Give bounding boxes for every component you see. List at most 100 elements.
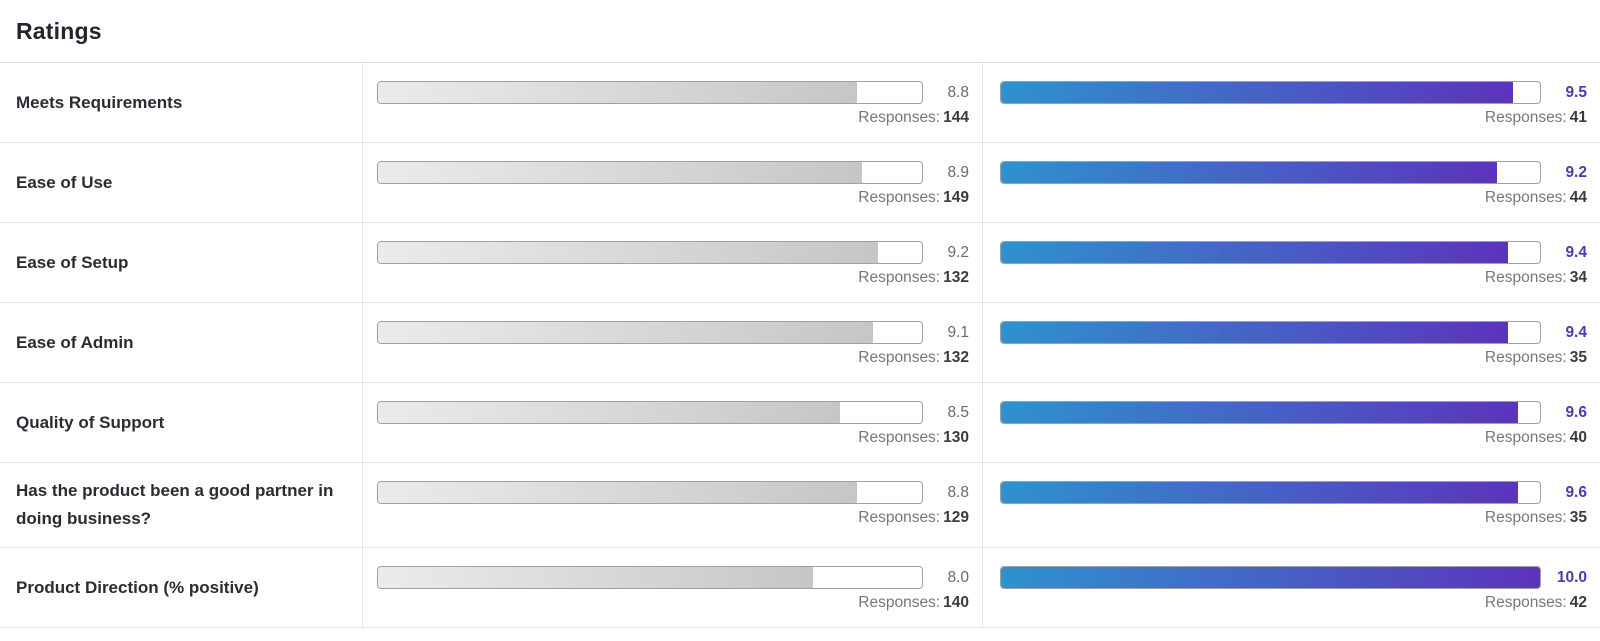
left-rating-value: 8.0 (947, 568, 969, 586)
ratings-header: Ratings (0, 0, 1600, 63)
left-bar-fill (378, 242, 879, 263)
rating-label-cell: Ease of Use (0, 143, 363, 222)
right-responses-count: 42 (1569, 594, 1587, 611)
right-responses: Responses: 44 (1484, 189, 1587, 206)
left-responses: Responses: 132 (858, 269, 969, 286)
left-bar-line: 9.1 (377, 321, 969, 344)
right-product-cell: 9.2 Responses: 44 (983, 143, 1600, 222)
left-bar-track (377, 241, 923, 264)
rating-label-cell: Ease of Setup (0, 223, 363, 302)
left-product-cell: 9.2 Responses: 132 (363, 223, 983, 302)
right-rating-value: 9.6 (1565, 483, 1587, 501)
left-responses: Responses: 149 (858, 189, 969, 206)
left-bar-fill (378, 162, 863, 183)
right-responses-count: 40 (1569, 429, 1587, 446)
right-responses: Responses: 42 (1484, 594, 1587, 611)
right-rating-value: 9.4 (1565, 243, 1587, 261)
rating-row: Ease of Setup 9.2 Responses: 132 9.4 Resp… (0, 223, 1600, 303)
right-responses-count: 41 (1569, 109, 1587, 126)
left-responses: Responses: 130 (858, 429, 969, 446)
left-responses-count: 130 (943, 429, 969, 446)
left-bar-fill (378, 322, 874, 343)
right-bar-line: 9.6 (1000, 401, 1587, 424)
rating-label: Product Direction (% positive) (16, 577, 259, 597)
left-bar-line: 8.0 (377, 566, 969, 589)
left-responses-count: 149 (943, 189, 969, 206)
right-bar-line: 9.5 (1000, 81, 1587, 104)
left-bar-track (377, 321, 923, 344)
left-bar-track (377, 401, 923, 424)
rating-row: Quality of Support 8.5 Responses: 130 9.6 (0, 383, 1600, 463)
rating-row: Ease of Use 8.9 Responses: 149 9.2 Respon… (0, 143, 1600, 223)
page-title: Ratings (16, 17, 102, 44)
right-responses: Responses: 35 (1484, 349, 1587, 366)
left-bar-line: 9.2 (377, 241, 969, 264)
right-rating-value: 9.4 (1565, 323, 1587, 341)
left-bar-fill (378, 402, 841, 423)
left-bar-line: 8.8 (377, 81, 969, 104)
right-product-cell: 9.4 Responses: 35 (983, 303, 1600, 382)
left-bar-line: 8.5 (377, 401, 969, 424)
right-bar-line: 9.4 (1000, 241, 1587, 264)
right-bar-track (1000, 81, 1541, 104)
right-responses: Responses: 40 (1484, 429, 1587, 446)
right-product-cell: 9.6 Responses: 35 (983, 463, 1600, 547)
rating-label: Ease of Admin (16, 332, 134, 352)
left-bar-fill (378, 82, 857, 103)
left-rating-value: 9.1 (947, 323, 969, 341)
right-bar-fill (1001, 242, 1508, 263)
rating-label: Quality of Support (16, 412, 165, 432)
right-bar-track (1000, 401, 1541, 424)
right-bar-track (1000, 161, 1541, 184)
right-responses-count: 35 (1569, 509, 1587, 526)
left-bar-fill (378, 482, 857, 503)
left-product-cell: 8.8 Responses: 129 (363, 463, 983, 547)
right-bar-line: 9.6 (1000, 481, 1587, 504)
rating-label-cell: Ease of Admin (0, 303, 363, 382)
left-bar-track (377, 161, 923, 184)
right-bar-fill (1001, 162, 1497, 183)
right-bar-track (1000, 241, 1541, 264)
rating-label: Ease of Use (16, 172, 113, 192)
right-bar-line: 9.2 (1000, 161, 1587, 184)
rating-label: Meets Requirements (16, 92, 183, 112)
rating-row: Ease of Admin 9.1 Responses: 132 9.4 Resp… (0, 303, 1600, 383)
right-bar-fill (1001, 82, 1514, 103)
right-bar-fill (1001, 322, 1508, 343)
rating-label-cell: Meets Requirements (0, 63, 363, 142)
left-rating-value: 8.5 (947, 403, 969, 421)
left-bar-track (377, 481, 923, 504)
right-rating-value: 10.0 (1556, 568, 1587, 586)
left-responses: Responses: 132 (858, 349, 969, 366)
right-bar-track (1000, 321, 1541, 344)
left-product-cell: 8.9 Responses: 149 (363, 143, 983, 222)
rating-label: Ease of Setup (16, 252, 129, 272)
rating-label-cell: Has the product been a good partner in d… (0, 463, 363, 547)
rating-label-cell: Quality of Support (0, 383, 363, 462)
right-responses: Responses: 41 (1484, 109, 1587, 126)
right-responses: Responses: 34 (1484, 269, 1587, 286)
right-bar-line: 9.4 (1000, 321, 1587, 344)
left-responses-count: 129 (943, 509, 969, 526)
rating-row: Has the product been a good partner in d… (0, 463, 1600, 548)
left-bar-line: 8.8 (377, 481, 969, 504)
left-product-cell: 9.1 Responses: 132 (363, 303, 983, 382)
left-rating-value: 8.9 (947, 163, 969, 181)
left-bar-track (377, 566, 923, 589)
right-bar-track (1000, 566, 1541, 589)
left-rating-value: 8.8 (947, 483, 969, 501)
right-bar-line: 10.0 (1000, 566, 1587, 589)
rating-label-cell: Product Direction (% positive) (0, 548, 363, 627)
right-product-cell: 9.5 Responses: 41 (983, 63, 1600, 142)
left-responses-count: 132 (943, 269, 969, 286)
right-bar-track (1000, 481, 1541, 504)
right-product-cell: 10.0 Responses: 42 (983, 548, 1600, 627)
left-product-cell: 8.5 Responses: 130 (363, 383, 983, 462)
right-bar-fill (1001, 567, 1540, 588)
left-responses: Responses: 129 (858, 509, 969, 526)
left-bar-track (377, 81, 923, 104)
right-responses-count: 35 (1569, 349, 1587, 366)
left-bar-fill (378, 567, 814, 588)
right-rating-value: 9.5 (1565, 83, 1587, 101)
rating-row: Meets Requirements 8.8 Responses: 144 9.5 (0, 63, 1600, 143)
